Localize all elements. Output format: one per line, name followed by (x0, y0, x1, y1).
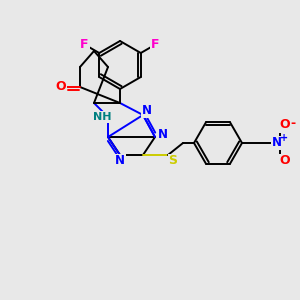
Text: F: F (80, 38, 89, 51)
Text: NH: NH (93, 112, 111, 122)
Text: O: O (280, 118, 290, 131)
Text: O: O (280, 154, 290, 167)
Text: S: S (169, 154, 178, 167)
Text: O: O (56, 80, 66, 94)
Text: N: N (142, 104, 152, 118)
Text: F: F (151, 38, 160, 51)
Text: N: N (115, 154, 125, 167)
Text: N: N (272, 136, 282, 149)
Text: +: + (280, 133, 288, 143)
Text: -: - (290, 118, 296, 130)
Text: N: N (158, 128, 168, 142)
